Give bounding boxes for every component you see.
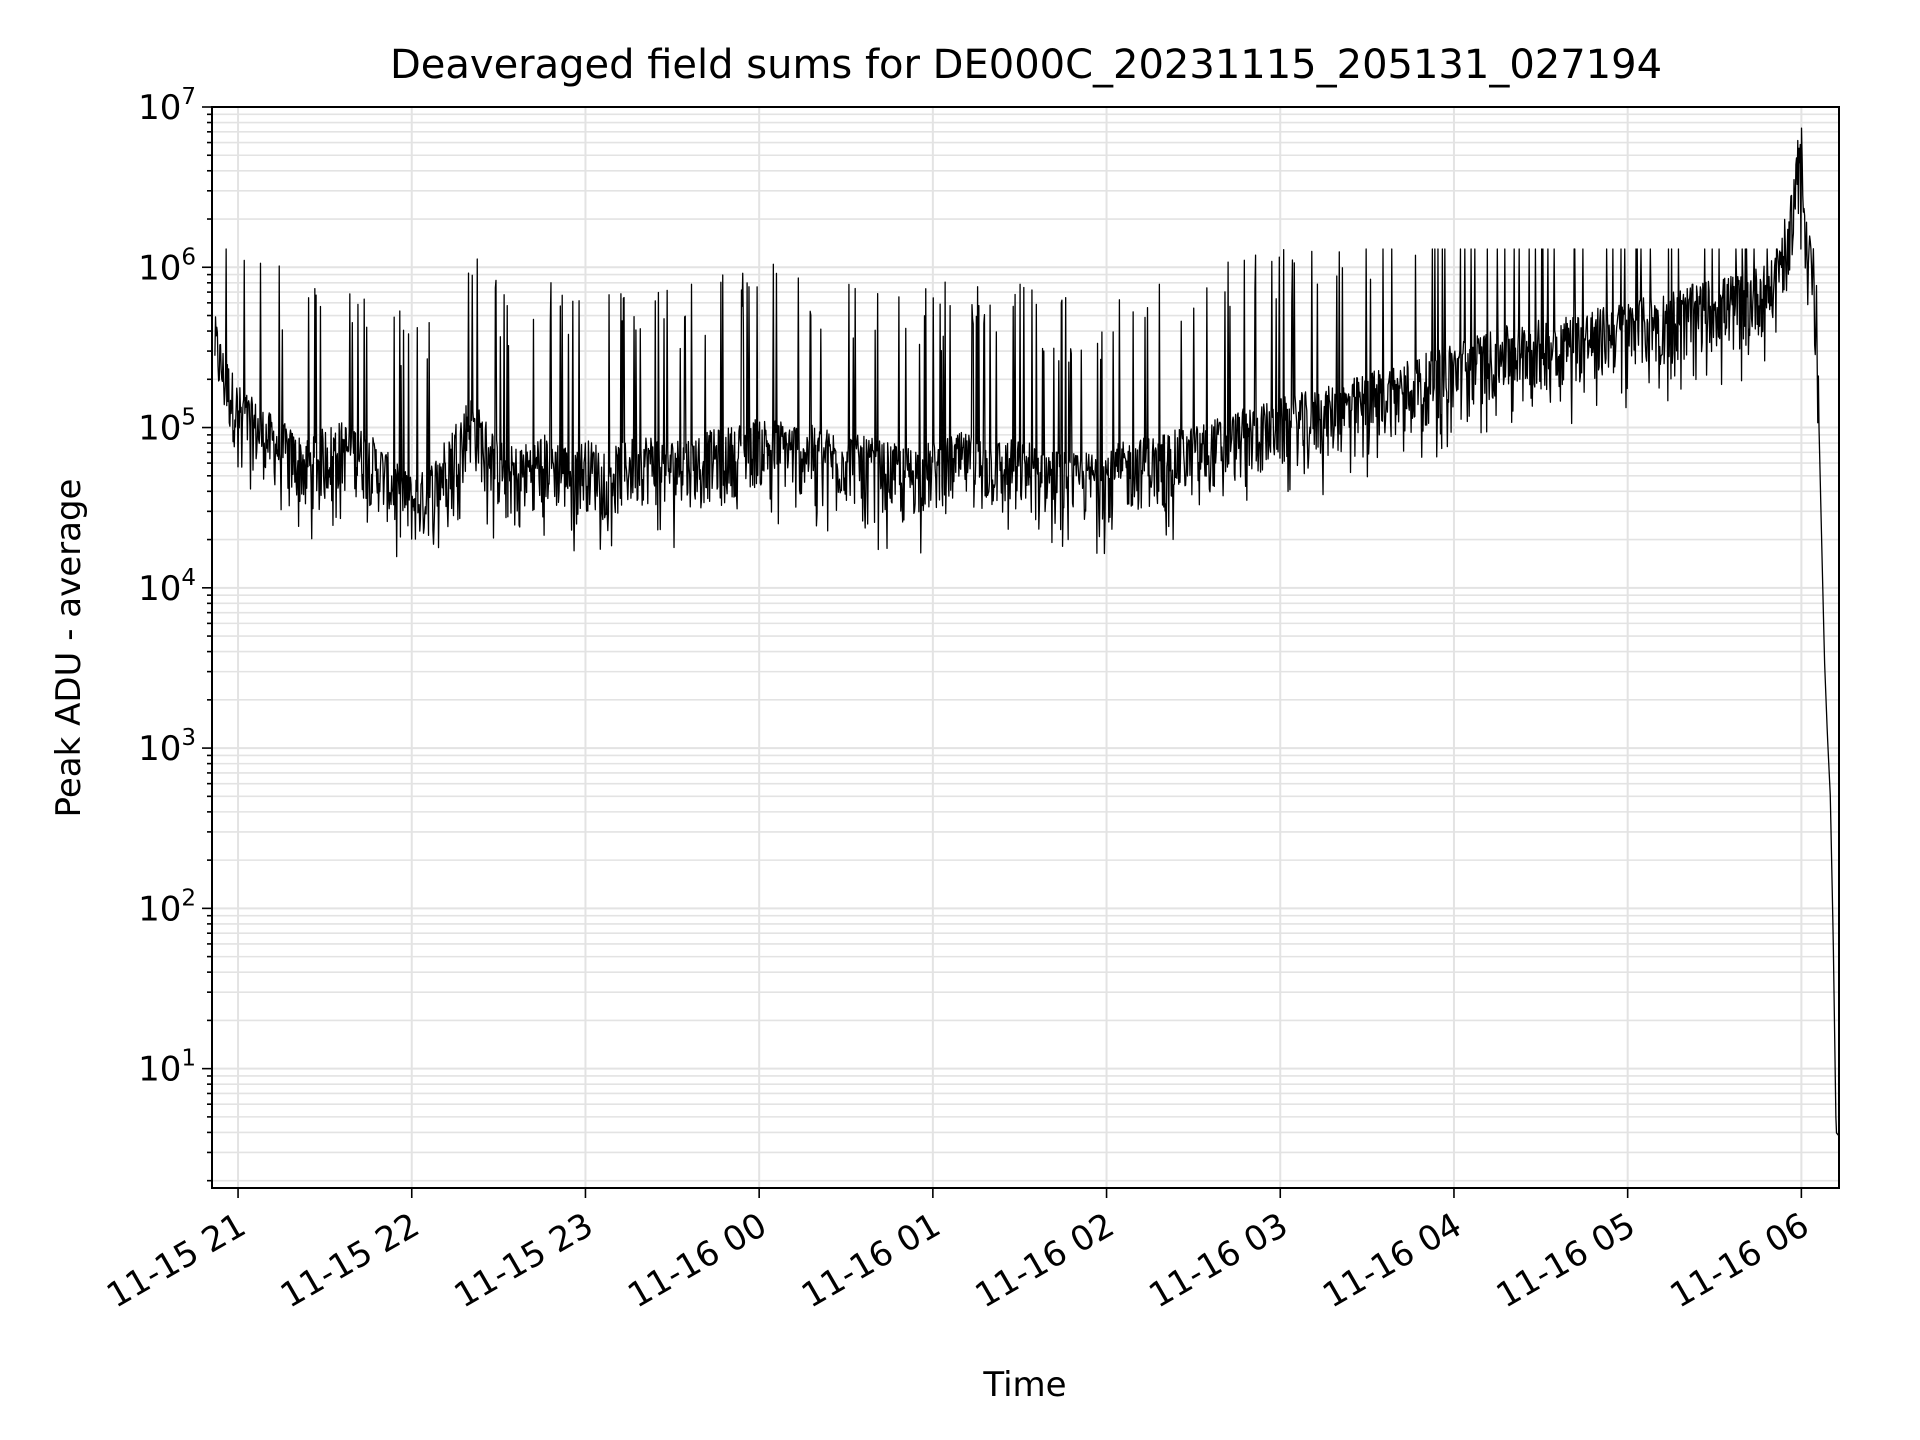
x-tick-label: 11-16 05	[1490, 1205, 1642, 1316]
y-tick-label: 105	[138, 405, 196, 449]
series-line	[214, 127, 1840, 1137]
y-tick-label: 104	[138, 565, 196, 609]
x-axis-label: Time	[982, 1365, 1066, 1405]
y-tick-label: 107	[138, 84, 196, 128]
x-axis: 11-15 21 11-15 22 11-15 23 11-16 00 11-16 01…	[100, 1188, 1816, 1316]
x-tick-label: 11-16 02	[969, 1205, 1121, 1316]
x-tick-label: 11-15 23	[448, 1205, 600, 1316]
x-tick-label: 11-16 06	[1663, 1205, 1815, 1316]
y-tick-label: 106	[138, 244, 196, 288]
plot-area-frame	[211, 106, 1840, 1189]
x-tick-label: 11-16 03	[1142, 1205, 1294, 1316]
x-tick-label: 11-15 22	[274, 1205, 426, 1316]
y-axis-label: Peak ADU - average	[49, 479, 89, 818]
y-axis: 101 102 103 104 105 106 107	[138, 84, 212, 1182]
grid-lines	[212, 106, 1839, 1188]
y-tick-label: 102	[138, 885, 196, 929]
x-tick-label: 11-16 01	[795, 1205, 947, 1316]
chart-title: Deaveraged field sums for DE000C_2023111…	[390, 42, 1662, 88]
y-tick-label: 103	[138, 725, 196, 769]
y-tick-label: 101	[138, 1046, 196, 1090]
x-tick-label: 11-16 04	[1316, 1205, 1468, 1316]
x-tick-label: 11-16 00	[621, 1205, 773, 1316]
x-tick-label: 11-15 21	[100, 1205, 252, 1316]
